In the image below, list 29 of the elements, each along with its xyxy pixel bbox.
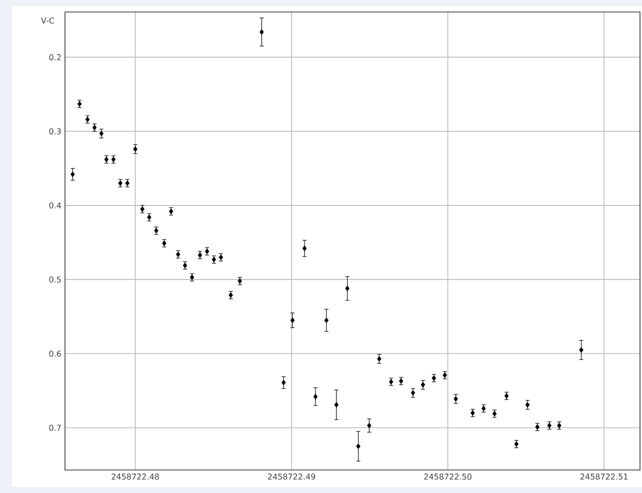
- point: [260, 29, 264, 35]
- y-tick-label: 0.5: [49, 276, 61, 283]
- x-tick-label: 2458722.50: [424, 474, 472, 480]
- point: [377, 356, 382, 362]
- point: [334, 402, 339, 408]
- point: [410, 390, 416, 396]
- point: [579, 347, 584, 353]
- y-tick-label: 0.7: [49, 424, 61, 431]
- x-tick-label: 2458722.48: [112, 474, 159, 480]
- point: [70, 172, 75, 178]
- point: [302, 246, 307, 252]
- point: [367, 422, 372, 428]
- point: [290, 318, 295, 324]
- point: [525, 402, 530, 408]
- y-axis-title: V-C: [41, 18, 54, 24]
- x-tick-label: 2458722.49: [268, 474, 316, 480]
- point: [133, 146, 138, 152]
- point: [324, 318, 329, 324]
- point: [454, 396, 458, 402]
- point: [313, 394, 318, 400]
- point: [420, 382, 426, 388]
- x-tick-label: 2458722.51: [580, 474, 628, 480]
- y-tick-label: 0.2: [49, 54, 61, 60]
- y-tick-label: 0.3: [49, 128, 61, 134]
- point: [99, 130, 104, 136]
- point: [281, 380, 286, 386]
- y-tick-label: 0.4: [49, 202, 62, 208]
- point: [345, 286, 350, 292]
- y-tick-label: 0.6: [49, 350, 61, 357]
